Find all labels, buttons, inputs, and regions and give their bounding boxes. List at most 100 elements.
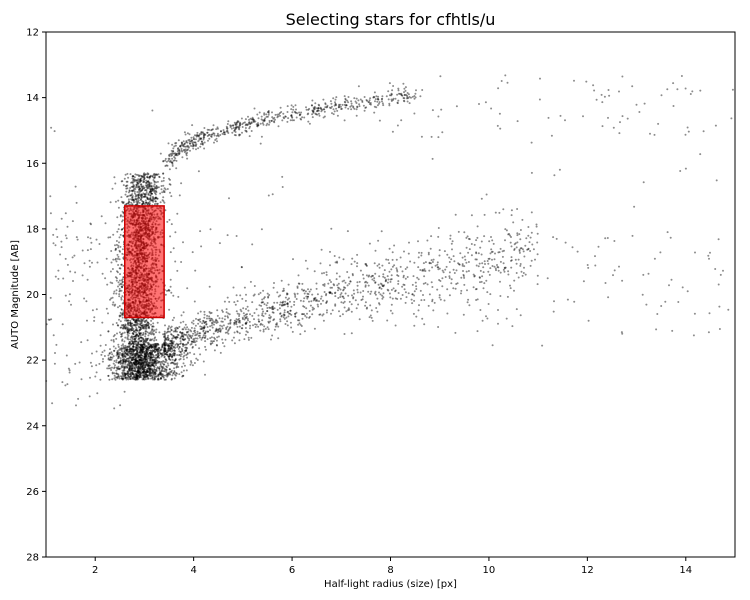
data-point xyxy=(290,326,293,329)
data-point xyxy=(441,269,444,272)
data-point xyxy=(302,300,305,303)
data-point xyxy=(142,185,145,188)
data-point xyxy=(494,267,497,270)
data-point xyxy=(241,297,244,300)
data-point xyxy=(144,203,146,206)
data-point xyxy=(142,339,145,342)
data-point xyxy=(347,309,349,312)
data-point xyxy=(371,319,374,322)
data-point xyxy=(131,353,134,356)
data-point xyxy=(404,268,407,270)
data-point xyxy=(473,243,476,246)
data-point xyxy=(147,357,150,360)
data-point xyxy=(168,218,171,221)
data-point xyxy=(174,347,177,349)
data-point xyxy=(437,266,440,269)
data-point xyxy=(151,331,154,334)
data-point xyxy=(137,338,140,341)
data-point xyxy=(112,345,115,348)
data-point xyxy=(135,194,138,197)
data-point xyxy=(142,338,145,341)
data-point xyxy=(339,293,342,296)
data-point xyxy=(352,289,355,292)
data-point xyxy=(325,302,328,304)
data-point xyxy=(154,200,157,203)
data-point xyxy=(303,330,306,333)
data-point xyxy=(180,314,183,317)
data-point xyxy=(115,359,118,362)
data-point xyxy=(170,195,173,198)
data-point xyxy=(415,315,418,318)
data-point xyxy=(118,315,121,318)
data-point xyxy=(242,307,245,310)
data-point xyxy=(245,321,248,324)
data-point xyxy=(317,103,320,106)
data-point xyxy=(147,363,150,366)
data-point xyxy=(413,261,416,264)
data-point xyxy=(135,321,137,324)
data-point xyxy=(465,246,468,249)
data-point xyxy=(111,366,113,369)
data-point xyxy=(111,296,114,299)
data-point xyxy=(140,359,143,362)
data-point xyxy=(317,109,320,112)
data-point xyxy=(181,331,184,334)
data-point xyxy=(291,111,294,114)
data-point xyxy=(510,266,513,269)
data-point xyxy=(387,278,390,281)
data-point xyxy=(528,241,531,244)
data-point xyxy=(389,309,392,312)
data-point xyxy=(177,147,180,150)
data-point xyxy=(286,305,289,308)
data-point xyxy=(151,328,153,331)
data-point xyxy=(117,345,120,348)
data-point xyxy=(135,199,138,202)
data-point xyxy=(529,236,532,239)
data-point xyxy=(334,291,337,294)
data-point xyxy=(127,195,129,198)
data-point xyxy=(146,362,148,365)
data-point xyxy=(399,265,402,268)
data-point xyxy=(114,248,117,251)
data-point xyxy=(325,294,327,297)
data-point xyxy=(134,360,137,363)
data-point xyxy=(308,310,311,312)
data-point xyxy=(153,172,156,175)
data-point xyxy=(216,140,218,143)
data-point xyxy=(231,339,234,342)
data-point xyxy=(344,281,347,284)
data-point xyxy=(522,272,525,274)
data-point xyxy=(146,196,149,199)
data-point xyxy=(329,100,332,103)
data-point xyxy=(131,196,134,199)
data-point xyxy=(210,336,213,339)
data-point xyxy=(154,200,157,203)
data-point xyxy=(198,334,201,337)
data-point xyxy=(374,249,377,252)
data-point xyxy=(296,112,299,115)
data-point xyxy=(523,255,526,258)
data-point xyxy=(467,270,470,272)
data-point xyxy=(98,243,101,245)
data-point xyxy=(257,314,260,317)
data-point xyxy=(144,325,147,328)
data-point xyxy=(117,361,120,364)
data-point xyxy=(247,309,250,312)
data-point xyxy=(348,282,351,285)
data-point xyxy=(215,339,218,342)
data-point xyxy=(499,260,502,263)
data-point xyxy=(519,229,522,231)
data-point xyxy=(369,97,372,100)
data-point xyxy=(381,95,384,98)
data-point xyxy=(150,185,153,188)
data-point xyxy=(333,110,336,113)
data-point xyxy=(202,138,205,141)
data-point xyxy=(480,253,483,256)
data-point xyxy=(185,369,188,372)
data-point xyxy=(312,299,315,302)
data-point xyxy=(184,133,187,136)
data-point xyxy=(127,176,130,179)
data-point xyxy=(119,362,122,365)
data-point xyxy=(190,326,193,329)
data-point xyxy=(126,322,129,324)
